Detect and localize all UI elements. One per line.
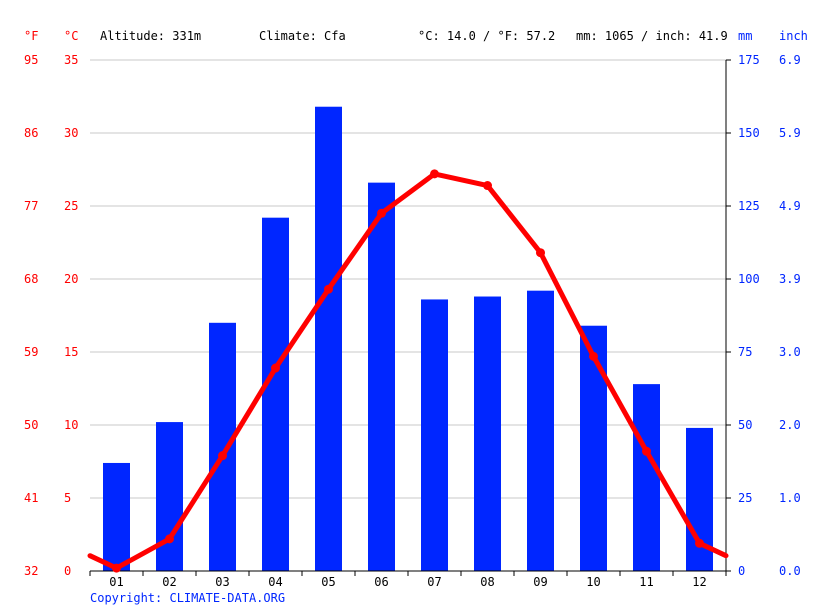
celsius-tick-label: 35 (64, 53, 78, 67)
precip-total-text: mm: 1065 / inch: 41.9 (576, 29, 728, 43)
fahrenheit-tick-label: 77 (24, 199, 38, 213)
axis-labels: 32 0 0 0.041 5 25 1.050 10 50 2.059 15 75 3.068 20 100… (24, 53, 801, 589)
copyright-text: Copyright: CLIMATE-DATA.ORG (90, 591, 286, 605)
mm-tick-label: 75 (738, 345, 752, 359)
inch-tick-label: 2.0 (779, 418, 801, 432)
grid-lines (90, 59, 726, 499)
month-label: 02 (162, 575, 176, 589)
inch-tick-label: 1.0 (779, 491, 801, 505)
temperature-point (165, 534, 174, 544)
month-label: 05 (321, 575, 335, 589)
climate-text: Climate: Cfa (259, 29, 346, 43)
month-label: 09 (533, 575, 547, 589)
mm-tick-label: 150 (738, 126, 760, 140)
month-label: 03 (215, 575, 229, 589)
precip-bar (209, 322, 236, 571)
fahrenheit-tick-label: 95 (24, 53, 38, 67)
month-label: 06 (374, 575, 388, 589)
fahrenheit-tick-label: 32 (24, 564, 38, 578)
fahrenheit-tick-label: 59 (24, 345, 38, 359)
temperature-point (536, 248, 545, 258)
fahrenheit-tick-label: 68 (24, 272, 38, 286)
month-label: 01 (109, 575, 123, 589)
precip-bar (368, 182, 395, 571)
temperature-point (430, 169, 439, 179)
month-label: 10 (586, 575, 600, 589)
temperature-line (87, 169, 729, 573)
precip-bar (421, 299, 448, 571)
mm-tick-label: 50 (738, 418, 752, 432)
precip-bar (103, 462, 130, 571)
precip-bar (527, 290, 554, 571)
precip-bar (633, 384, 660, 571)
fahrenheit-tick-label: 86 (24, 126, 38, 140)
axes (89, 59, 731, 576)
temperature-point (112, 563, 121, 573)
mm-tick-label: 100 (738, 272, 760, 286)
temperature-point (377, 208, 386, 218)
mm-tick-label: 125 (738, 199, 760, 213)
altitude-text: Altitude: 331m (100, 29, 201, 43)
temperature-point (642, 446, 651, 456)
mm-tick-label: 175 (738, 53, 760, 67)
precip-bar (262, 217, 289, 571)
inch-tick-label: 6.9 (779, 53, 801, 67)
temperature-point (695, 538, 704, 548)
month-label: 08 (480, 575, 494, 589)
precip-bar (156, 422, 183, 571)
celsius-tick-label: 5 (64, 491, 71, 505)
fahrenheit-tick-label: 41 (24, 491, 38, 505)
mm-tick-label: 25 (738, 491, 752, 505)
inch-tick-label: 3.9 (779, 272, 801, 286)
temperature-point (271, 363, 280, 373)
month-label: 04 (268, 575, 282, 589)
temperature-line-path (87, 171, 729, 571)
mm-tick-label: 0 (738, 564, 745, 578)
month-label: 11 (639, 575, 653, 589)
month-label: 12 (692, 575, 706, 589)
precip-bar (315, 106, 342, 571)
temperature-point (218, 451, 227, 461)
celsius-tick-label: 15 (64, 345, 78, 359)
temperature-point (483, 181, 492, 191)
celsius-tick-label: 0 (64, 564, 71, 578)
celsius-unit-label: °C (64, 29, 78, 43)
mm-unit-label: mm (738, 29, 752, 43)
celsius-tick-label: 30 (64, 126, 78, 140)
precip-bar (580, 325, 607, 571)
month-label: 07 (427, 575, 441, 589)
celsius-tick-label: 20 (64, 272, 78, 286)
precipitation-bars (103, 106, 713, 571)
precip-bar (474, 296, 501, 571)
temperature-point (324, 284, 333, 294)
inch-tick-label: 0.0 (779, 564, 801, 578)
inch-tick-label: 3.0 (779, 345, 801, 359)
celsius-tick-label: 25 (64, 199, 78, 213)
inch-tick-label: 4.9 (779, 199, 801, 213)
avg-temp-text: °C: 14.0 / °F: 57.2 (418, 29, 555, 43)
celsius-tick-label: 10 (64, 418, 78, 432)
fahrenheit-unit-label: °F (24, 29, 38, 43)
inch-tick-label: 5.9 (779, 126, 801, 140)
temperature-point (589, 351, 598, 361)
inch-unit-label: inch (779, 29, 808, 43)
fahrenheit-tick-label: 50 (24, 418, 38, 432)
